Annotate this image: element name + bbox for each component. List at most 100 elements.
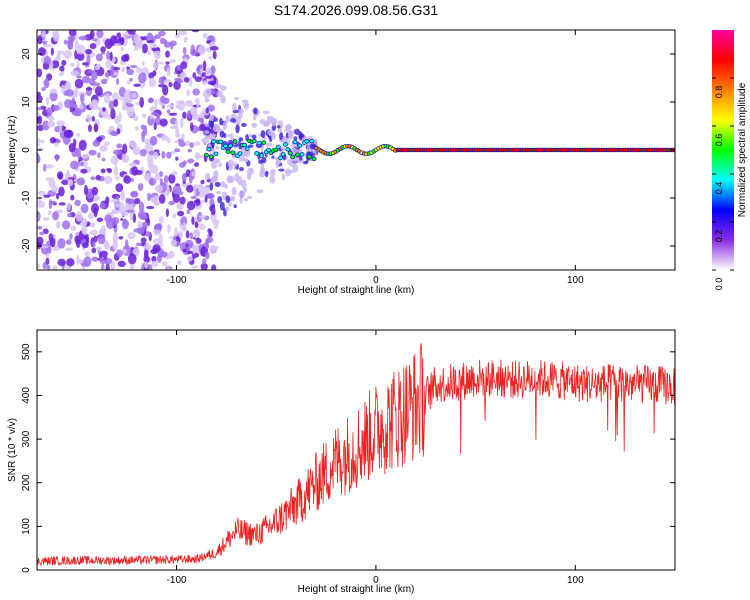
spectral-blob <box>154 34 161 39</box>
spectral-blob <box>112 149 122 155</box>
spectral-blob <box>118 111 122 123</box>
spectral-blob <box>93 197 98 203</box>
carrier-point <box>252 139 257 143</box>
spectral-blob <box>133 228 142 233</box>
spectral-blob <box>103 114 112 120</box>
spectral-blob <box>56 50 66 55</box>
spectral-blob <box>241 122 247 127</box>
spectral-blob <box>48 200 57 205</box>
spectral-blob <box>111 209 117 214</box>
spectral-blob <box>271 117 277 127</box>
carrier-point <box>312 157 316 161</box>
spectral-blob <box>237 181 243 186</box>
spectral-blob <box>132 213 137 223</box>
carrier-point <box>204 153 209 157</box>
spectral-blob <box>186 200 196 211</box>
spectral-blob <box>61 220 71 230</box>
spectral-blob <box>37 143 41 147</box>
carrier-point <box>214 152 218 156</box>
spectral-blob <box>56 120 65 127</box>
spectral-blob <box>263 121 270 127</box>
spectral-blob <box>153 201 159 206</box>
spectral-blob <box>43 56 52 65</box>
spectral-blob <box>213 221 219 230</box>
spectral-blob <box>167 137 171 144</box>
spectral-blob <box>37 106 42 111</box>
carrier-point <box>293 140 297 144</box>
spectral-blob <box>165 208 170 217</box>
spectral-blob <box>84 251 90 257</box>
spectral-blob <box>101 263 105 270</box>
spectral-blob <box>126 80 131 85</box>
carrier-point <box>298 144 302 148</box>
spectral-blob <box>109 51 113 62</box>
carrier-point <box>211 140 216 144</box>
carrier-point <box>274 148 278 152</box>
spectral-blob <box>80 162 84 166</box>
spectral-blob <box>78 35 88 41</box>
spectral-blob <box>46 107 53 117</box>
spectral-blob <box>194 76 202 83</box>
carrier-point <box>245 147 249 151</box>
spectral-blob <box>279 132 284 141</box>
spectral-blob <box>99 202 106 210</box>
spectral-blob <box>95 53 103 62</box>
spectral-blob <box>205 67 212 77</box>
x-tick-label: -100 <box>167 575 187 586</box>
spectral-blob <box>110 261 116 270</box>
spectral-blob <box>66 239 72 245</box>
spectral-blob <box>64 99 73 109</box>
spectral-blob <box>91 247 97 254</box>
spectral-blob <box>166 67 171 77</box>
spectral-blob <box>293 136 298 141</box>
spectral-blob <box>197 185 204 193</box>
spectral-blob <box>67 212 73 218</box>
spectral-blob <box>110 108 116 120</box>
spectral-blob <box>76 132 80 138</box>
spectral-blob <box>258 159 264 164</box>
spectral-blob <box>91 256 99 262</box>
spectral-blob <box>40 245 49 249</box>
spectral-blob <box>48 115 55 122</box>
spectral-blob <box>202 32 208 39</box>
spectral-blob <box>165 50 170 58</box>
spectral-blob <box>103 257 113 265</box>
spectral-blob <box>225 115 230 124</box>
spectral-blob <box>182 221 186 231</box>
snr-ylabel: SNR (10 * v/v) <box>7 418 18 482</box>
spectral-blob <box>152 61 159 70</box>
spectral-blob <box>63 39 68 45</box>
spectral-blob <box>191 252 200 258</box>
spectral-blob <box>267 129 274 136</box>
spectral-blob <box>156 113 161 119</box>
spectrogram-xlabel: Height of straight line (km) <box>298 285 415 296</box>
spectral-blob <box>120 47 124 52</box>
spectral-blob <box>37 263 41 269</box>
spectral-blob <box>195 154 204 159</box>
spectral-blob <box>71 110 81 117</box>
spectral-blob <box>56 171 64 180</box>
y-tick-label: -10 <box>21 190 32 205</box>
spectral-blob <box>161 261 168 267</box>
spectral-blob <box>113 43 121 47</box>
spectral-blob <box>180 61 188 70</box>
spectral-blob <box>91 82 101 87</box>
spectral-blob <box>99 145 108 152</box>
x-tick-label: 0 <box>373 575 379 586</box>
spectral-blob <box>115 183 124 193</box>
spectral-blob <box>58 202 66 206</box>
spectral-blob <box>95 246 103 251</box>
snr-frame <box>36 329 676 571</box>
spectral-blob <box>251 134 257 140</box>
spectral-blob <box>215 145 220 150</box>
spectral-blob <box>142 43 148 54</box>
spectral-blob <box>92 99 99 108</box>
spectral-blob <box>176 260 182 265</box>
spectral-blob <box>153 152 159 160</box>
spectral-blob <box>192 245 196 254</box>
spectral-blob <box>143 125 148 136</box>
spectral-blob <box>197 45 206 55</box>
spectral-blob <box>214 182 221 187</box>
spectral-blob <box>284 125 292 130</box>
spectral-blob <box>287 158 293 166</box>
